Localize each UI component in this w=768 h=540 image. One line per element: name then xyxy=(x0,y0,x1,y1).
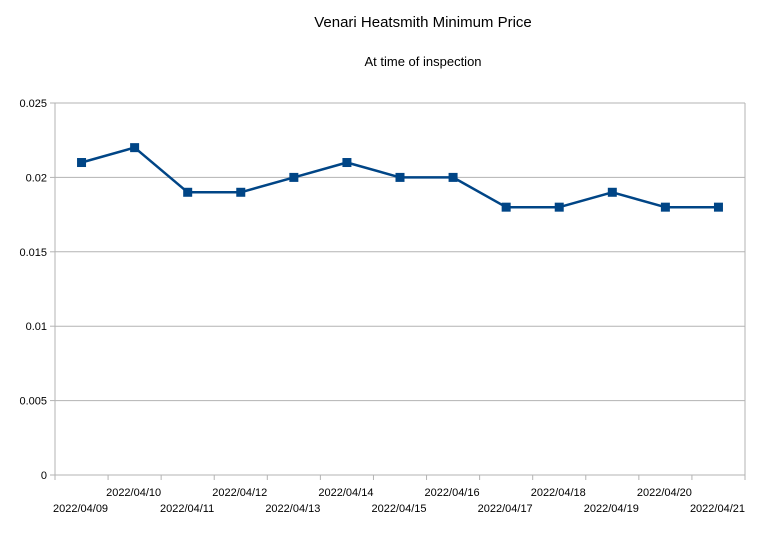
x-tick-label: 2022/04/14 xyxy=(318,487,373,499)
data-point xyxy=(236,187,246,197)
x-tick-label: 2022/04/19 xyxy=(584,503,639,515)
data-point xyxy=(607,187,617,197)
x-tick-label: 2022/04/15 xyxy=(371,503,426,515)
x-tick-label: 2022/04/16 xyxy=(425,487,480,499)
data-point xyxy=(660,202,670,212)
x-tick-label: 2022/04/11 xyxy=(160,503,214,515)
data-point xyxy=(183,187,193,197)
chart-title: Venari Heatsmith Minimum Price xyxy=(314,14,532,31)
x-tick-label: 2022/04/12 xyxy=(212,487,267,499)
x-tick-label: 2022/04/20 xyxy=(637,487,692,499)
data-point xyxy=(501,202,511,212)
data-point xyxy=(130,143,140,153)
data-point xyxy=(554,202,564,212)
y-tick-label: 0 xyxy=(41,470,47,482)
y-tick-label: 0.015 xyxy=(19,247,47,259)
data-point xyxy=(713,202,723,212)
chart-subtitle: At time of inspection xyxy=(364,54,481,69)
data-point xyxy=(395,172,405,182)
y-tick-label: 0.02 xyxy=(26,172,47,184)
x-tick-label: 2022/04/10 xyxy=(106,487,161,499)
x-tick-label: 2022/04/17 xyxy=(478,503,533,515)
x-tick-label: 2022/04/13 xyxy=(265,503,320,515)
data-point xyxy=(77,158,87,168)
y-tick-label: 0.01 xyxy=(26,321,47,333)
data-point xyxy=(342,158,352,168)
x-tick-label: 2022/04/09 xyxy=(53,503,108,515)
plot-area: 0 0.005 0.01 0.015 0.02 0.025 2022/04/09 2022/0… xyxy=(19,98,746,515)
data-point xyxy=(448,172,458,182)
y-tick-label: 0.005 xyxy=(19,396,47,408)
data-point xyxy=(289,172,299,182)
x-tick-label: 2022/04/21 xyxy=(690,503,745,515)
x-tick-label: 2022/04/18 xyxy=(531,487,586,499)
y-tick-label: 0.025 xyxy=(19,98,47,110)
